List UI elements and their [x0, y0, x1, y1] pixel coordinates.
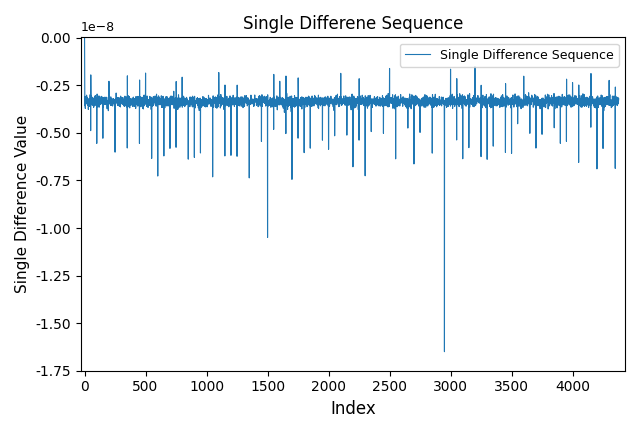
Legend: Single Difference Sequence: Single Difference Sequence [400, 44, 619, 67]
Single Difference Sequence [596, 95, 604, 100]
X-axis label: Index: Index [330, 400, 376, 418]
Y-axis label: Single Difference Value: Single Difference Value [15, 115, 30, 293]
Line: Single Difference Sequence: Single Difference Sequence [84, 38, 619, 352]
Title: Single Differene Sequence: Single Differene Sequence [243, 15, 463, 33]
Single Difference Sequence [604, 102, 611, 107]
Single Difference Sequence [615, 96, 623, 101]
Single Difference Sequence [440, 349, 448, 354]
Single Difference Sequence [559, 98, 567, 103]
Single Difference Sequence [81, 35, 88, 40]
Single Difference Sequence [225, 97, 233, 102]
Text: 1e−8: 1e−8 [81, 21, 115, 34]
Single Difference Sequence [263, 94, 271, 99]
Single Difference Sequence [428, 97, 435, 102]
